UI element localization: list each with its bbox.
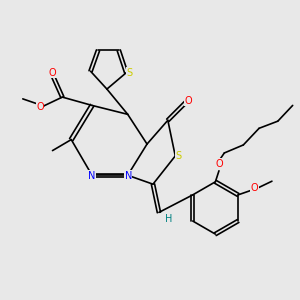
Text: S: S — [176, 151, 182, 161]
Text: S: S — [126, 68, 132, 78]
Text: O: O — [215, 159, 223, 169]
Text: O: O — [185, 96, 193, 106]
Text: N: N — [124, 171, 132, 181]
Text: O: O — [251, 183, 259, 193]
Text: O: O — [36, 103, 44, 112]
Text: N: N — [88, 171, 95, 181]
Text: O: O — [49, 68, 57, 78]
Text: H: H — [165, 214, 172, 224]
